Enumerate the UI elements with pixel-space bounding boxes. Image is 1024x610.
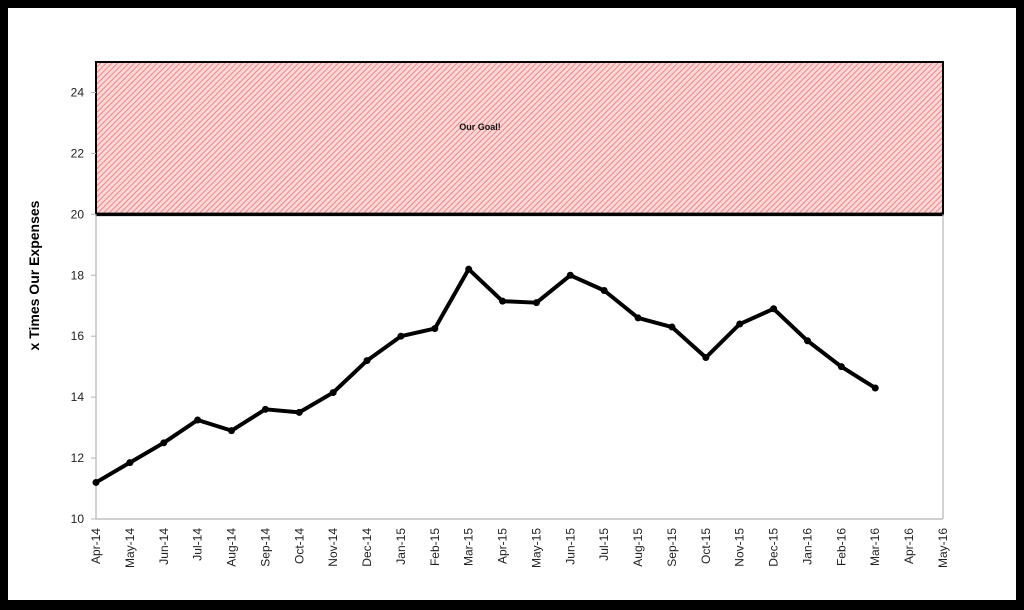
x-tick-label: Jul-15: [597, 528, 611, 561]
data-point-marker: [465, 265, 473, 273]
x-tick-label: Oct-15: [699, 528, 713, 564]
chart-frame: x Times Our Expenses Our Goal! 10 12 14 16 1…: [8, 8, 1016, 600]
data-point-marker: [160, 439, 168, 447]
y-tick-label: 14: [71, 390, 85, 404]
x-tick-label: Jun-15: [563, 528, 577, 565]
x-tick-label: Jul-14: [191, 528, 205, 561]
y-tick-label: 24: [71, 85, 85, 99]
data-point-marker: [295, 408, 303, 416]
axes: [95, 214, 944, 520]
data-point-marker: [634, 314, 642, 322]
y-tick-label: 10: [71, 512, 85, 526]
data-point-marker: [92, 478, 100, 486]
x-tick-label: Aug-14: [225, 528, 239, 567]
data-point-marker: [803, 337, 811, 345]
data-point-marker: [126, 459, 134, 467]
x-tick-label: Feb-16: [834, 528, 848, 566]
x-axis-ticks: Apr-14 May-14 Jun-14 Jul-14 Aug-14 Sep-14 Oct-…: [89, 528, 950, 568]
x-tick-label: Jan-15: [394, 528, 408, 565]
x-tick-label: Jan-16: [800, 528, 814, 565]
x-tick-label: Mar-15: [462, 528, 476, 566]
x-tick-label: Dec-14: [360, 528, 374, 567]
x-tick-label: Aug-15: [631, 528, 645, 567]
y-tick-label: 16: [71, 329, 85, 343]
x-tick-label: Feb-15: [428, 528, 442, 566]
goal-band-rect: [95, 61, 944, 216]
x-tick-label: Apr-15: [496, 528, 510, 564]
y-axis-title: x Times Our Expenses: [26, 200, 42, 350]
y-axis-label: x Times Our Expenses: [26, 200, 42, 350]
x-tick-label: May-16: [936, 528, 950, 568]
y-axis-ticks: 10 12 14 16 18 20 22 24: [71, 85, 96, 526]
goal-band: Our Goal!: [95, 61, 944, 217]
x-tick-label: Nov-14: [326, 528, 340, 567]
x-tick-label: May-15: [529, 528, 543, 568]
data-point-marker: [770, 305, 778, 313]
data-point-marker: [566, 271, 574, 279]
y-tick-label: 20: [71, 207, 85, 221]
x-tick-label: Sep-15: [665, 528, 679, 567]
x-tick-label: Apr-14: [89, 528, 103, 564]
x-tick-label: Nov-15: [733, 528, 747, 567]
x-tick-label: Oct-14: [292, 528, 306, 564]
line-chart: x Times Our Expenses Our Goal! 101214161…: [26, 61, 950, 568]
data-point-marker: [261, 405, 269, 413]
x-tick-label: Dec-15: [767, 528, 781, 567]
data-point-marker: [329, 389, 337, 397]
data-point-marker: [397, 332, 405, 340]
data-point-marker: [837, 363, 845, 371]
data-point-marker: [736, 320, 744, 328]
data-point-marker: [668, 323, 676, 331]
data-point-marker: [871, 384, 879, 392]
y-tick-label: 22: [71, 146, 85, 160]
data-point-marker: [194, 416, 202, 424]
data-point-marker: [228, 427, 236, 435]
data-point-marker: [600, 287, 608, 294]
series-line: [94, 267, 878, 485]
x-tick-label: Apr-16: [902, 528, 916, 564]
y-tick-label: 18: [71, 268, 85, 282]
data-series: [92, 265, 879, 486]
x-tick-label: Jun-14: [157, 528, 171, 565]
data-point-marker: [499, 297, 507, 305]
data-point-marker: [363, 357, 371, 365]
x-tick-label: May-14: [123, 528, 137, 568]
x-tick-label: Sep-14: [258, 528, 272, 567]
y-tick-label: 12: [71, 451, 85, 465]
data-point-marker: [532, 299, 540, 307]
goal-label: Our Goal!: [459, 122, 501, 132]
data-point-marker: [702, 354, 710, 362]
x-tick-label: Mar-16: [868, 528, 882, 566]
data-point-marker: [431, 325, 439, 333]
